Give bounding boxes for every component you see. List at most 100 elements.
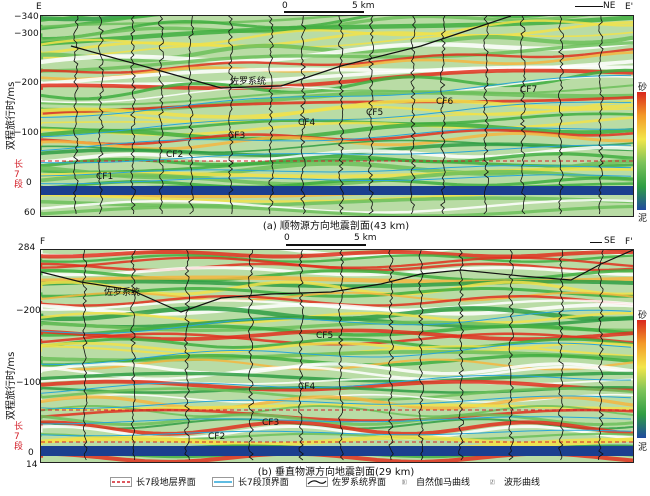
seismic-reflector [41,31,633,59]
well-log-curve [338,250,345,461]
well-log-curve [268,16,274,215]
well-log-curve [337,16,344,215]
zuoluo-boundary-line [41,250,633,313]
seismic-reflector [41,341,633,354]
seismic-reflector [41,76,633,104]
horizon-label-a-cf2: CF2 [166,150,184,160]
seismic-reflector [41,405,633,418]
scale-zero-b: 0 [284,233,290,243]
seismic-reflector [41,262,633,272]
well-log-curve [558,16,564,215]
colorbar-b [637,320,646,438]
legend-item-top-boundary: 长7段顶界面 [212,475,289,488]
zuoluo-boundary-line [70,16,512,89]
legend-item-waveform-curve: 波形曲线 [490,475,540,488]
seismic-section-a [40,15,634,217]
seismic-image-a [41,16,633,216]
ytick-a-2: −200 [14,78,39,88]
well-log-curve [188,16,194,215]
well-log-curve [368,16,375,215]
well-log-curve [228,16,234,215]
horizon-label-a-cf3: CF3 [228,131,246,141]
well-log-curve [72,16,79,215]
well-log-curve [247,250,254,461]
seismic-section-b [40,249,634,463]
well-log-curve [388,250,395,461]
seismic-reflector [41,16,549,40]
well-log-curve [598,250,605,461]
seismic-reflector [41,65,633,87]
well-log-curve [299,16,307,215]
seismic-reflector [41,122,633,141]
ytick-b-1: −200 [16,306,41,316]
well-log-curve [458,250,464,461]
ytick-a-4: 0 [26,178,32,188]
black-line-icon [306,476,328,487]
horizon-label-a-cf4: CF4 [298,118,316,128]
ytick-b-4: 14 [26,460,38,470]
horizon-line [41,429,632,437]
direction-arrow-line-b [590,242,602,243]
seismic-reflector [41,280,633,296]
seismic-reflector [41,196,633,208]
horizon-line [41,416,632,425]
seismic-image-b [41,250,633,462]
gamma-curve-icon [402,479,407,484]
seismic-reflector [41,204,633,216]
well-log-curve [130,16,136,215]
seismic-reflector [41,250,633,259]
horizon-label-b-cf4: CF4 [298,382,316,392]
horizon-label-a-zuoluo: 佐罗系统 [230,77,267,87]
scale-zero-a: 0 [282,1,288,11]
seismic-reflector [41,84,633,106]
seismic-reflector [41,413,633,427]
well-log-curve [410,16,416,215]
well-log-curve [508,250,514,461]
member-label-a: 长7段 [14,160,24,190]
horizon-label-b-zuoluo: 佐罗系统 [104,288,141,298]
scale-label-b: 5 km [354,233,377,243]
horizon-line [41,101,631,138]
direction-label-b: SE [604,236,616,246]
corner-right-a: E' [625,2,634,12]
corner-left-b: F [40,237,46,247]
seismic-reflector [41,169,633,187]
ylabel-b: 双程旅行时/ms [6,351,17,420]
ytick-b-0: 284 [18,243,36,253]
seismic-reflector [41,337,633,349]
horizon-line [41,395,632,409]
seismic-reflector [41,41,633,73]
seismic-reflector [41,287,633,298]
legend-item-gamma-curve: 自然伽马曲线 [402,475,470,488]
horizon-label-a-cf6: CF6 [436,97,454,107]
legend: 长7段地层界面 长7段顶界面 佐罗系统界面 自然伽马曲线 波形曲线 [0,470,650,494]
horizon-label-a-cf7: CF7 [520,85,538,95]
horizon-label-b-cf5: CF5 [316,331,334,341]
well-log-curve [558,250,564,461]
colorbar-bottom-b: 泥 [638,443,648,453]
ytick-a-1: −300 [14,29,39,39]
seismic-reflector [41,311,633,324]
scale-bar-b [286,244,366,246]
ytick-a-0: −340 [14,12,39,22]
seismic-reflector [41,269,633,282]
direction-label-a: NE [603,1,616,11]
colorbar-top-b: 砂 [638,311,648,321]
colorbar-top-a: 砂 [638,83,648,93]
direction-arrow-line-a [575,6,603,7]
cyan-line-icon [212,476,234,487]
seismic-reflector [41,48,633,74]
legend-item-zuoluo-boundary: 佐罗系统界面 [306,475,386,488]
seismic-reflector [41,395,633,410]
colorbar-bottom-a: 泥 [638,214,648,224]
horizon-line [41,127,632,152]
scale-label-a: 5 km [352,1,375,11]
well-log-curve [598,16,604,215]
member-label-b: 长7段 [14,422,24,452]
caption-a: (a) 顺物源方向地震剖面(43 km) [262,221,410,232]
well-log-curve [298,250,304,461]
seismic-reflector [41,328,633,341]
horizon-label-b-cf2: CF2 [208,432,226,442]
horizon-line [41,342,632,366]
ylabel-a: 双程旅行时/ms [6,81,17,150]
